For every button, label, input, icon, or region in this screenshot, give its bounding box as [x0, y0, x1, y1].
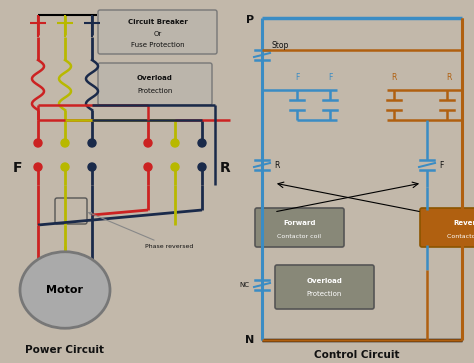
Text: R: R	[274, 160, 279, 170]
Text: Power Circuit: Power Circuit	[26, 345, 104, 355]
Circle shape	[171, 163, 179, 171]
Text: F: F	[439, 160, 443, 170]
Text: Overload: Overload	[307, 278, 342, 284]
Text: F: F	[328, 73, 332, 82]
Circle shape	[171, 139, 179, 147]
Text: Circuit Breaker: Circuit Breaker	[128, 19, 187, 25]
Circle shape	[34, 139, 42, 147]
Text: P: P	[246, 15, 254, 25]
Text: R: R	[447, 73, 452, 82]
Circle shape	[61, 139, 69, 147]
Text: R: R	[392, 73, 397, 82]
Circle shape	[198, 163, 206, 171]
Circle shape	[88, 139, 96, 147]
Text: Protection: Protection	[307, 291, 342, 297]
Ellipse shape	[20, 252, 110, 328]
Text: Reverse: Reverse	[454, 220, 474, 226]
Circle shape	[144, 163, 152, 171]
Circle shape	[198, 139, 206, 147]
Circle shape	[34, 163, 42, 171]
Circle shape	[88, 163, 96, 171]
Text: NC: NC	[239, 282, 249, 288]
Text: Phase reversed: Phase reversed	[89, 212, 193, 249]
FancyBboxPatch shape	[420, 208, 474, 247]
Text: Contactor coil: Contactor coil	[277, 233, 321, 238]
FancyBboxPatch shape	[98, 10, 217, 54]
Circle shape	[61, 163, 69, 171]
FancyBboxPatch shape	[255, 208, 344, 247]
FancyBboxPatch shape	[275, 265, 374, 309]
Text: N: N	[246, 335, 255, 345]
Text: Or: Or	[154, 31, 162, 37]
Circle shape	[144, 139, 152, 147]
Text: Forward: Forward	[283, 220, 316, 226]
Text: F: F	[13, 161, 23, 175]
Text: Protection: Protection	[137, 88, 173, 94]
Text: R: R	[219, 161, 230, 175]
FancyBboxPatch shape	[98, 63, 212, 105]
Text: F: F	[295, 73, 299, 82]
Text: Control Circuit: Control Circuit	[314, 350, 400, 360]
Text: Fuse Protection: Fuse Protection	[131, 42, 184, 48]
Text: Motor: Motor	[46, 285, 83, 295]
Text: Overload: Overload	[137, 75, 173, 81]
Text: Contactor coil: Contactor coil	[447, 233, 474, 238]
Text: Stop: Stop	[272, 41, 289, 49]
